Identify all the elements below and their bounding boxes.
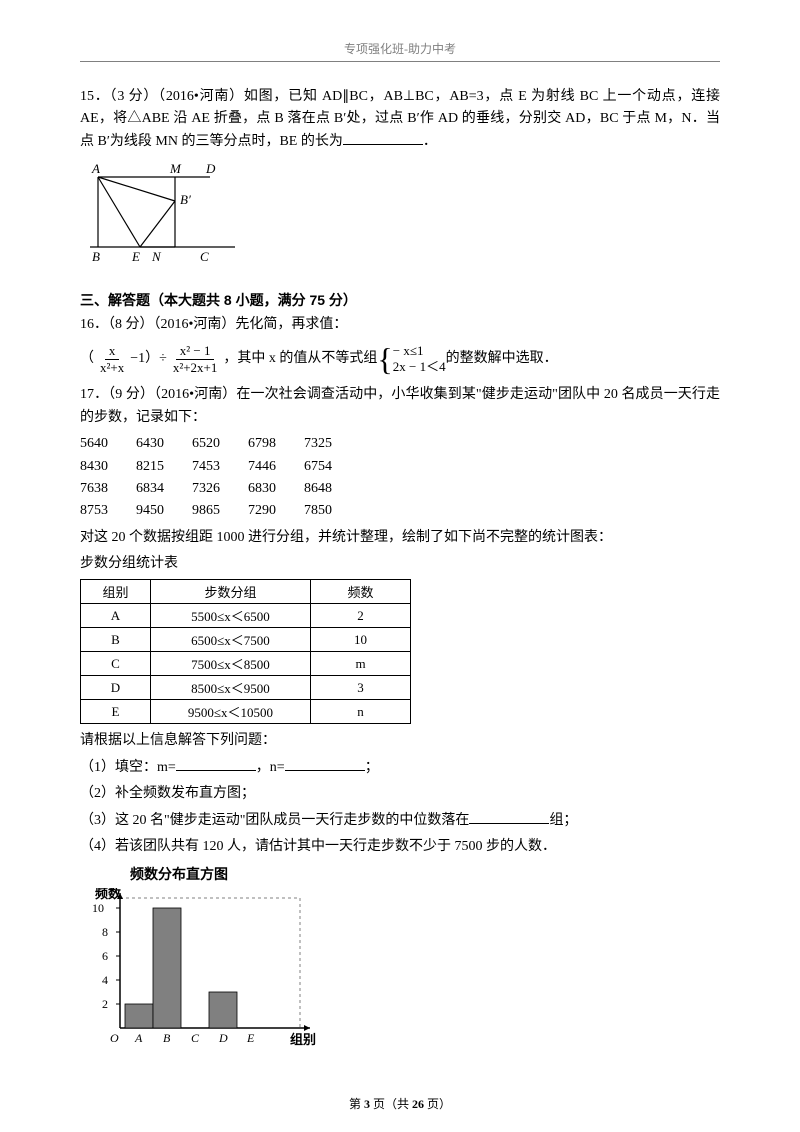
label-D: D bbox=[205, 161, 216, 176]
ytick: 8 bbox=[102, 925, 108, 939]
q17-line4: 请根据以上信息解答下列问题： bbox=[80, 730, 720, 752]
ytick: 6 bbox=[102, 949, 108, 963]
xtick: D bbox=[218, 1031, 228, 1045]
blank-group bbox=[469, 810, 549, 824]
histogram-svg: 2 4 6 8 10 O A B C D E 频数 组别 bbox=[80, 888, 340, 1058]
xtick: B bbox=[163, 1031, 171, 1045]
data-rows: 56406430652067987325 8430821574537446675… bbox=[80, 433, 720, 523]
histogram-title: 频数分布直方图 bbox=[130, 864, 720, 884]
table-row: 组别 步数分组 频数 bbox=[81, 580, 411, 604]
header-line bbox=[80, 61, 720, 62]
cases-bracket: { − x≤1 2x − 1＜4 bbox=[377, 343, 445, 377]
q17-sub1: （1）填空：m=，n=； bbox=[80, 757, 720, 779]
data-row: 56406430652067987325 bbox=[80, 433, 720, 455]
bar-A bbox=[125, 1004, 153, 1028]
label-E: E bbox=[131, 249, 140, 264]
xtick: A bbox=[134, 1031, 143, 1045]
q17-intro: 17．（9 分）（2016•河南）在一次社会调查活动中，小华收集到某"健步走运动… bbox=[80, 384, 720, 429]
xtick: C bbox=[191, 1031, 200, 1045]
ytick: 2 bbox=[102, 997, 108, 1011]
q17-sub2: （2）补全频数发布直方图； bbox=[80, 783, 720, 805]
q16-prefix: 16．（8 分）（2016•河南）先化简，再求值： bbox=[80, 314, 720, 336]
q17-sub4: （4）若该团队共有 120 人，请估计其中一天行走步数不少于 7500 步的人数… bbox=[80, 836, 720, 858]
label-Bp: B′ bbox=[180, 192, 191, 207]
q15-period: ． bbox=[423, 134, 437, 149]
section3-title: 三、解答题（本大题共 8 小题，满分 75 分） bbox=[80, 290, 720, 310]
blank-m bbox=[176, 757, 256, 771]
q16-formula: （ x x²+x −1）÷ x² − 1 x²+2x+1 ，其中 x 的值从不等… bbox=[80, 343, 720, 377]
fraction1: x x²+x bbox=[96, 343, 128, 375]
ytick: 4 bbox=[102, 973, 108, 987]
q17-line2: 对这 20 个数据按组距 1000 进行分组，并统计整理，绘制了如下尚不完整的统… bbox=[80, 527, 720, 549]
bar-D bbox=[209, 992, 237, 1028]
ylabel: 频数 bbox=[95, 888, 122, 901]
xtick: E bbox=[246, 1031, 255, 1045]
table-row: E9500≤x＜10500n bbox=[81, 700, 411, 724]
data-row: 84308215745374466754 bbox=[80, 456, 720, 478]
ytick: 10 bbox=[92, 901, 104, 915]
header-text: 专项强化班-助力中考 bbox=[80, 40, 720, 57]
blank-q15 bbox=[343, 131, 423, 145]
fraction2: x² − 1 x²+2x+1 bbox=[169, 343, 222, 375]
table-row: B6500≤x＜750010 bbox=[81, 628, 411, 652]
histogram: 频数分布直方图 2 4 6 8 10 O A B C D E 频数 组别 bbox=[80, 864, 720, 1063]
xlabel: 组别 bbox=[290, 1032, 316, 1047]
q15-figure: A M D B′ B E N C bbox=[80, 159, 720, 274]
table-row: C7500≤x＜8500m bbox=[81, 652, 411, 676]
q17-line3: 步数分组统计表 bbox=[80, 553, 720, 575]
table-row: A5500≤x＜65002 bbox=[81, 604, 411, 628]
bar-B bbox=[153, 908, 181, 1028]
label-M: M bbox=[169, 161, 182, 176]
label-A: A bbox=[91, 161, 100, 176]
label-N: N bbox=[151, 249, 162, 264]
table-row: D8500≤x＜95003 bbox=[81, 676, 411, 700]
origin-label: O bbox=[110, 1031, 119, 1045]
frequency-table: 组别 步数分组 频数 A5500≤x＜65002 B6500≤x＜750010 … bbox=[80, 579, 411, 724]
blank-n bbox=[285, 757, 365, 771]
footer: 第 3 页（共 26 页） bbox=[0, 1095, 800, 1112]
data-row: 76386834732668308648 bbox=[80, 478, 720, 500]
q15-text: 15．（3 分）（2016•河南）如图，已知 AD∥BC，AB⊥BC，AB=3，… bbox=[80, 86, 720, 153]
label-C: C bbox=[200, 249, 209, 264]
q17-sub3: （3）这 20 名"健步走运动"团队成员一天行走步数的中位数落在组； bbox=[80, 810, 720, 832]
label-B: B bbox=[92, 249, 100, 264]
data-row: 87539450986572907850 bbox=[80, 500, 720, 522]
